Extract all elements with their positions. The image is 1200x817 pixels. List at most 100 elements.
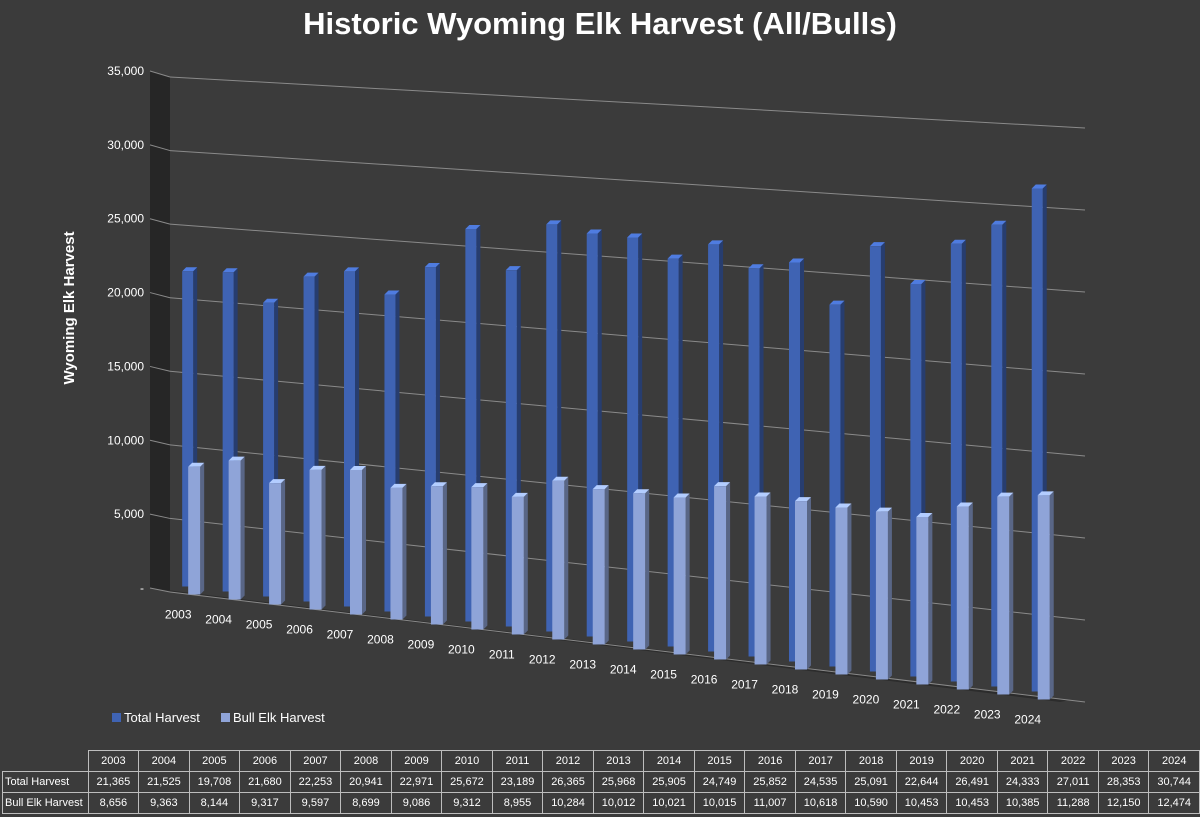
table-cell: 9,086 (390, 792, 443, 814)
x-tick-label: 2008 (367, 633, 394, 647)
bar-bull-elk-harvest-2012 (552, 476, 569, 640)
table-cell: 22,253 (289, 771, 342, 793)
bar-bull-elk-harvest-2018 (795, 497, 811, 670)
x-tick-label: 2024 (1014, 713, 1041, 727)
table-header-row: 2003 2004 2005 2006 2007 2008 2009 2010 2011 2012… (2, 750, 1200, 772)
x-axis-ticks: 2003 2004 2005 2006 2007 2008 2009 2010 2011 2012… (165, 608, 1042, 727)
table-cell: 9,363 (138, 792, 190, 814)
gridline (169, 150, 1086, 211)
bar-bull-elk-harvest-2007 (350, 465, 366, 615)
table-cell: 19,708 (188, 771, 241, 793)
y-tick-label: 5,000 (114, 507, 144, 521)
table-header-cell: 2022 (1047, 750, 1099, 772)
legend-label-bull-elk-harvest: Bull Elk Harvest (233, 710, 325, 725)
y-tick-label: 30,000 (107, 138, 144, 152)
bar-bull-elk-harvest-2013 (592, 485, 609, 645)
data-table: 2003 2004 2005 2006 2007 2008 2009 2010 2011 2012… (2, 750, 1200, 814)
table-cell: 10,012 (592, 792, 645, 814)
table-header-cell: 2018 (845, 750, 897, 772)
table-cell: 10,015 (693, 792, 746, 814)
x-tick-label: 2009 (408, 638, 435, 652)
table-header-cell: 2019 (895, 750, 948, 772)
table-cell: 10,590 (845, 792, 897, 814)
gridline-side (149, 587, 171, 593)
gridline (169, 76, 1086, 129)
table-cell: 20,941 (340, 771, 392, 793)
x-tick-label: 2004 (205, 613, 232, 627)
bar-bull-elk-harvest-2005 (269, 479, 286, 605)
bar-bull-elk-harvest-2017 (754, 492, 771, 665)
table-cell: 12,474 (1148, 792, 1200, 814)
table-cell: 21,680 (239, 771, 291, 793)
gridline-side (149, 218, 171, 225)
y-axis-label: Wyoming Elk Harvest (61, 231, 78, 384)
table-cell: 9,597 (289, 792, 342, 814)
table-header-cell: 2008 (340, 750, 392, 772)
table-header-cell: 2009 (390, 750, 443, 772)
table-header-cell: 2020 (946, 750, 998, 772)
table-header-cell: 2016 (744, 750, 796, 772)
x-tick-label: 2006 (286, 623, 313, 637)
table-cell: 9,317 (239, 792, 291, 814)
table-header-cell: 2023 (1097, 750, 1150, 772)
table-cell: 8,699 (340, 792, 392, 814)
table-cell: 10,618 (794, 792, 847, 814)
table-cell: 24,535 (794, 771, 847, 793)
bars (182, 184, 1054, 700)
x-tick-label: 2012 (529, 653, 556, 667)
y-axis-ticks: - 5,000 10,000 15,000 20,000 25,000 30,000 35,0… (107, 64, 144, 595)
x-tick-label: 2003 (165, 608, 192, 622)
table-header-cell: 2017 (794, 750, 847, 772)
table-cell: 25,091 (845, 771, 897, 793)
side-wall (150, 71, 170, 592)
table-cell: 25,852 (744, 771, 796, 793)
bar-bull-elk-harvest-2010 (471, 483, 488, 630)
elk-harvest-chart: - 5,000 10,000 15,000 20,000 25,000 30,000 35,0… (61, 64, 1086, 727)
bar-bull-elk-harvest-2020 (875, 507, 892, 680)
table-header-cell: 2011 (491, 750, 544, 772)
table-row-bull-elk-harvest: Bull Elk Harvest 8,656 9,363 8,144 9,317 9,59… (2, 792, 1200, 814)
bar-bull-elk-harvest-2003 (188, 462, 205, 595)
x-tick-label: 2013 (569, 658, 596, 672)
table-header-cell: 2024 (1148, 750, 1200, 772)
x-tick-label: 2007 (327, 628, 354, 642)
table-cell: 9,312 (441, 792, 493, 814)
table-cell: 30,744 (1148, 771, 1200, 793)
table-header-cell: 2004 (138, 750, 190, 772)
table-header-cell: 2013 (592, 750, 645, 772)
table-cell: 23,189 (491, 771, 544, 793)
table-cell: 24,749 (693, 771, 746, 793)
y-tick-label: 10,000 (107, 433, 144, 447)
bar-bull-elk-harvest-2019 (835, 503, 852, 675)
table-row-total-harvest: Total Harvest 21,365 21,525 19,708 21,680 22,… (2, 771, 1200, 793)
table-cell: 25,672 (441, 771, 493, 793)
table-header-cell: 2003 (87, 750, 140, 772)
table-cell: 10,385 (996, 792, 1049, 814)
y-tick-label: - (140, 581, 144, 595)
x-tick-label: 2005 (246, 618, 273, 632)
gridline-side (149, 70, 171, 78)
table-cell: 12,150 (1097, 792, 1150, 814)
bar-bull-elk-harvest-2015 (673, 493, 690, 655)
x-tick-label: 2021 (893, 698, 920, 712)
bar-bull-elk-harvest-2022 (956, 502, 973, 690)
table-cell: 28,353 (1097, 771, 1150, 793)
bar-bull-elk-harvest-2004 (228, 456, 245, 600)
gridlines (149, 70, 1086, 703)
bar-bull-elk-harvest-2006 (309, 465, 326, 610)
gridline (169, 591, 1086, 703)
x-tick-label: 2010 (448, 643, 475, 657)
table-corner (2, 750, 89, 772)
table-cell: 10,021 (643, 792, 695, 814)
bar-bull-elk-harvest-2014 (633, 489, 650, 650)
x-tick-label: 2017 (731, 678, 758, 692)
x-tick-label: 2014 (610, 663, 637, 677)
table-header-cell: 2005 (188, 750, 241, 772)
table-cell: 26,491 (946, 771, 998, 793)
table-cell: 21,525 (138, 771, 190, 793)
table-header-cell: 2015 (693, 750, 746, 772)
table-header-cell: 2012 (542, 750, 594, 772)
gridline-side (149, 513, 171, 519)
x-tick-label: 2023 (974, 708, 1001, 722)
table-cell: 10,453 (946, 792, 998, 814)
